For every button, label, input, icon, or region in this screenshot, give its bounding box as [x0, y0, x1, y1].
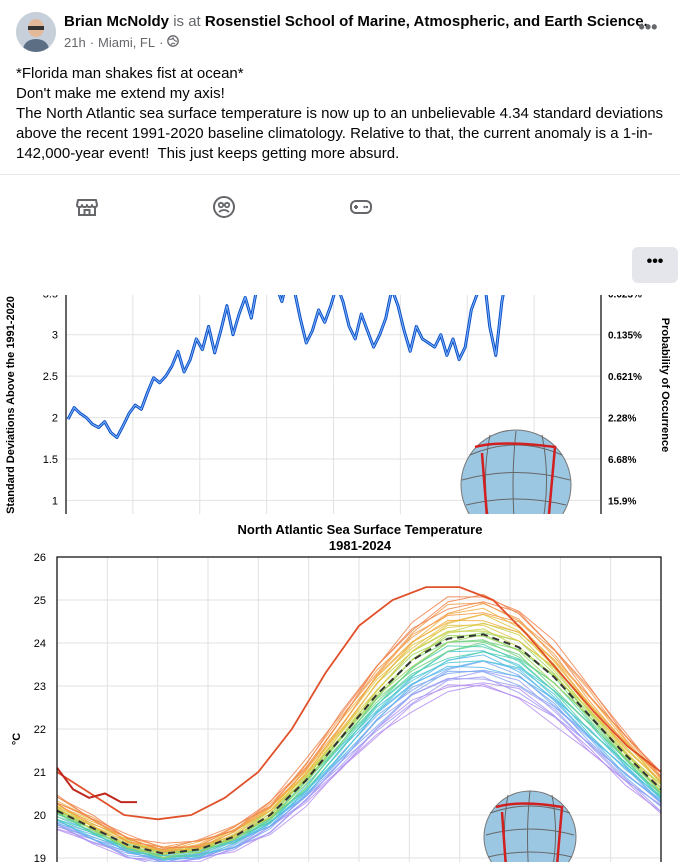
y-tick-label: 20: [34, 810, 46, 822]
post-text-line: The North Atlantic sea surface temperatu…: [16, 105, 668, 162]
divider: [0, 514, 680, 517]
y2-tick-label: 0.621%: [608, 372, 642, 383]
chart-title: North Atlantic Sea Surface Temperature: [238, 522, 483, 537]
year-2024-line: [56, 767, 137, 804]
y-axis-label: °C: [11, 733, 23, 745]
gamepad-icon[interactable]: [349, 195, 373, 219]
y-tick-label: 2: [52, 413, 58, 425]
y-tick-label: 23: [34, 681, 46, 693]
overflow-menu-button[interactable]: •••: [632, 247, 678, 283]
y2-tick-label: 0.135%: [608, 331, 642, 342]
y-tick-label: 24: [34, 638, 46, 650]
post-header: Brian McNoldy is at Rosenstiel School of…: [0, 0, 680, 62]
year-series-line: [56, 593, 662, 851]
y-tick-label: 26: [34, 552, 46, 564]
year-series-line: [56, 683, 662, 862]
anomaly-chart-svg: 1 15.9% 1.5 6.68% 2 2.28% 2.5 0.621% 3 0.135% 3.5 0…: [0, 295, 680, 515]
globe-icon: [460, 429, 572, 515]
y-tick-label: 22: [34, 724, 46, 736]
post-body: *Florida man shakes fist at ocean* Don't…: [16, 64, 666, 164]
chart-subtitle: 1981-2024: [329, 538, 392, 553]
globe-icon: [483, 790, 577, 862]
y2-tick-label: 15.9%: [608, 496, 636, 507]
post-text-line: Don't make me extend my axis!: [16, 85, 225, 102]
year-series-line: [56, 682, 662, 862]
sst-chart-svg: North Atlantic Sea Surface Temperature 1…: [0, 517, 680, 862]
author-line: Brian McNoldy is at Rosenstiel School of…: [64, 12, 648, 32]
y2-tick-label: 0.023%: [608, 295, 642, 300]
more-icon: •••: [638, 17, 658, 37]
y-axis-label: Standard Deviations Above the 1991-2020: [5, 296, 17, 514]
y-tick-label: 3: [52, 330, 58, 342]
year-series-line: [56, 596, 662, 844]
anomaly-series-highlight: [67, 295, 504, 439]
globe-icon: [167, 35, 180, 50]
y-tick-label: 25: [34, 595, 46, 607]
checkin-verb: is at: [173, 13, 201, 30]
post-text-line: *Florida man shakes fist at ocean*: [16, 65, 244, 82]
meta-separator: ·: [159, 35, 164, 50]
y2-axis-label: Probability of Occurrence: [659, 318, 671, 452]
spacer: [0, 237, 680, 295]
chart-anomaly: 1 15.9% 1.5 6.68% 2 2.28% 2.5 0.621% 3 0.135% 3.5 0…: [0, 295, 680, 515]
y-tick-label: 19: [34, 853, 46, 862]
year-2023-line: [56, 586, 662, 821]
y-tick-label: 1: [52, 495, 58, 507]
face-icon[interactable]: [212, 195, 236, 219]
post-time[interactable]: 21h: [64, 35, 86, 50]
avatar[interactable]: [16, 12, 56, 52]
y-tick-label: 21: [34, 767, 46, 779]
chart-sst: North Atlantic Sea Surface Temperature 1…: [0, 517, 680, 862]
y-tick-label: 2.5: [43, 371, 58, 383]
meta-separator: ·: [89, 35, 95, 50]
y2-tick-label: 2.28%: [608, 414, 636, 425]
year-series-line: [56, 612, 662, 849]
post-meta: 21h · Miami, FL ·: [64, 35, 180, 50]
y2-tick-label: 6.68%: [608, 455, 636, 466]
year-series-line: [56, 643, 662, 860]
place-name[interactable]: Rosenstiel School of Marine, Atmospheric…: [204, 13, 648, 30]
more-options-button[interactable]: •••: [634, 17, 662, 40]
year-series-line: [56, 601, 662, 849]
store-icon[interactable]: [75, 195, 99, 219]
climatology-mean-line: [56, 633, 662, 855]
author-name[interactable]: Brian McNoldy: [64, 13, 170, 30]
y-tick-label: 3.5: [43, 295, 58, 300]
icon-bar: [0, 174, 680, 238]
post-location[interactable]: Miami, FL: [98, 35, 156, 50]
y-tick-label: 1.5: [43, 454, 58, 466]
